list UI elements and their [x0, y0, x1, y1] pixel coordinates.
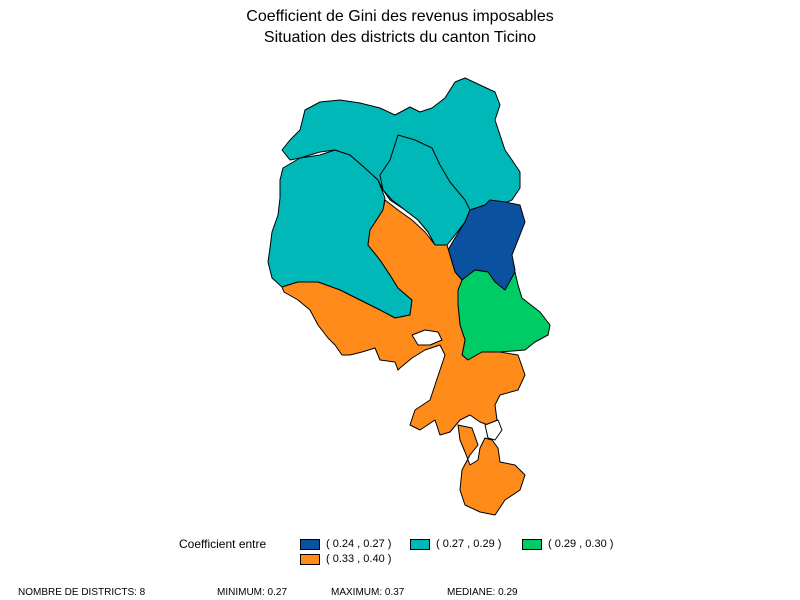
lake-shape-1: [411, 329, 443, 346]
district-mendrisio-orange[interactable]: [457, 424, 526, 516]
legend-text-2: ( 0.27 , 0.29 ): [436, 538, 502, 550]
stat-minimum: MINIMUM: 0.27: [217, 587, 288, 598]
map-title: Coefficient de Gini des revenus imposabl…: [0, 6, 800, 48]
legend-text-1: ( 0.24 , 0.27 ): [326, 538, 392, 550]
district-south-orange[interactable]: [281, 199, 526, 436]
lake-shape-2: [484, 419, 503, 441]
legend-item-1: ( 0.24 , 0.27 ): [300, 538, 391, 550]
legend-item-3: ( 0.29 , 0.30 ): [522, 538, 613, 550]
legend-swatch-3: [522, 538, 542, 550]
stat-maximum: MAXIMUM: 0.37: [331, 587, 405, 598]
legend-swatch-4: [300, 553, 320, 565]
stat-median: MEDIANE: 0.29: [447, 587, 518, 598]
legend-swatch-1: [300, 538, 320, 550]
title-line-2: Situation des districts du canton Ticino: [263, 29, 537, 46]
legend-item-2: ( 0.27 , 0.29 ): [410, 538, 501, 550]
legend-swatch-2: [410, 538, 430, 550]
legend-label: Coefficient entre: [179, 537, 267, 551]
legend-item-4: ( 0.33 , 0.40 ): [300, 553, 391, 565]
legend-text-3: ( 0.29 , 0.30 ): [548, 538, 614, 550]
stat-count: NOMBRE DE DISTRICTS: 8: [18, 587, 146, 598]
legend-text-4: ( 0.33 , 0.40 ): [326, 553, 392, 565]
title-line-1: Coefficient de Gini des revenus imposabl…: [246, 8, 554, 25]
